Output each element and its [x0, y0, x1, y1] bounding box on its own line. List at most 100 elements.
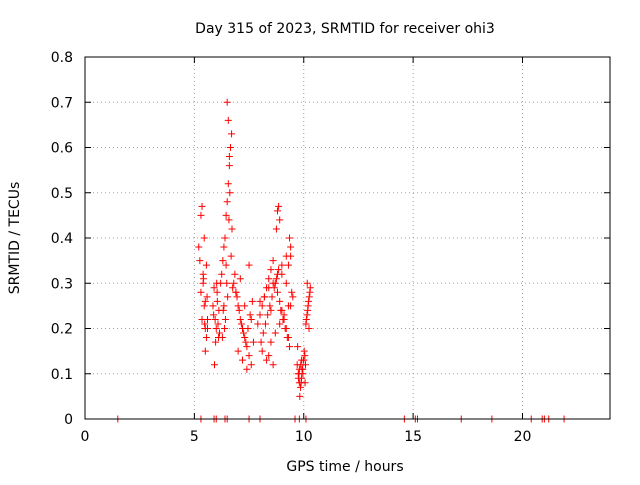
data-point: [213, 297, 221, 305]
data-point: [225, 162, 233, 170]
data-point: [241, 334, 249, 342]
data-point: [274, 207, 281, 215]
data-point: [217, 279, 225, 287]
data-point: [230, 279, 238, 287]
plot-frame: [84, 56, 611, 420]
y-tick-label: 0.7: [51, 95, 73, 111]
data-point: [279, 315, 287, 323]
data-point: [220, 243, 228, 251]
data-point: [259, 329, 267, 337]
data-point: [210, 311, 218, 319]
data-point: [223, 279, 231, 287]
data-point: [246, 311, 254, 319]
y-tick-label: 0.3: [51, 276, 73, 292]
y-axis-label: SRMTID / TECUs: [7, 182, 23, 295]
data-point: [221, 234, 229, 242]
data-point: [286, 343, 294, 351]
data-point: [258, 302, 266, 310]
data-point: [198, 315, 206, 323]
data-point: [200, 234, 208, 242]
data-point: [244, 325, 252, 332]
y-tick-label: 0.2: [51, 322, 73, 338]
data-point: [222, 211, 230, 219]
data-point: [197, 288, 205, 296]
data-point: [265, 352, 273, 360]
data-point: [300, 347, 308, 355]
data-point: [226, 189, 234, 197]
data-point: [221, 315, 229, 323]
data-point: [245, 261, 253, 269]
data-point: [305, 325, 313, 332]
data-point: [303, 279, 311, 287]
data-point: [296, 392, 304, 400]
data-point: [287, 243, 295, 251]
data-point: [265, 284, 273, 292]
data-point: [198, 202, 206, 210]
data-point: [302, 315, 310, 323]
data-point: [263, 356, 271, 364]
y-tick-label: 0: [64, 412, 73, 428]
data-point: [265, 275, 273, 283]
data-point: [299, 370, 307, 378]
data-point: [294, 343, 302, 351]
y-tick-label: 0.8: [51, 50, 73, 66]
data-point: [231, 270, 239, 278]
data-point: [216, 329, 224, 337]
data-point: [212, 325, 220, 332]
data-point: [211, 361, 218, 369]
data-point: [266, 302, 274, 310]
x-tick-label: 5: [190, 429, 199, 445]
data-point: [201, 297, 209, 305]
data-point: [295, 374, 302, 382]
x-tick-label: 10: [295, 429, 313, 445]
data-point: [305, 297, 313, 305]
data-point: [203, 293, 211, 301]
data-point: [281, 325, 289, 332]
data-point: [276, 216, 284, 224]
data-point: [202, 261, 210, 269]
data-point: [275, 202, 283, 210]
data-point: [228, 225, 236, 233]
data-point: [268, 293, 276, 301]
data-point: [224, 180, 232, 188]
data-point: [218, 270, 226, 278]
x-tick-label: 0: [81, 429, 90, 445]
data-point: [276, 297, 284, 305]
data-point: [258, 347, 266, 355]
data-point: [248, 297, 256, 305]
data-point: [301, 379, 309, 387]
data-point: [280, 311, 288, 319]
data-point: [269, 361, 277, 369]
data-point: [243, 343, 251, 351]
data-point: [221, 325, 229, 332]
x-tick-label: 20: [514, 429, 532, 445]
data-point: [254, 320, 262, 328]
data-point: [275, 266, 283, 274]
data-point: [213, 288, 221, 296]
data-point: [227, 252, 235, 260]
data-point: [271, 329, 279, 337]
data-point: [209, 302, 217, 310]
y-tick-label: 0.6: [51, 141, 73, 157]
data-point: [247, 361, 255, 369]
data-point: [274, 288, 281, 296]
data-point: [211, 315, 219, 323]
data-point: [257, 338, 265, 346]
data-point: [234, 347, 242, 355]
data-point: [267, 306, 275, 314]
x-tick-label: 15: [404, 429, 422, 445]
data-point: [236, 315, 244, 323]
data-point: [237, 320, 245, 328]
data-point: [264, 311, 272, 319]
x-axis-label: GPS time / hours: [286, 459, 403, 475]
data-point: [269, 257, 277, 265]
y-tick-label: 0.1: [51, 367, 73, 383]
data-point: [225, 216, 233, 224]
data-point: [287, 252, 295, 260]
data-point: [214, 320, 222, 328]
data-point: [288, 288, 296, 296]
data-point: [305, 293, 313, 301]
data-point: [278, 270, 286, 278]
